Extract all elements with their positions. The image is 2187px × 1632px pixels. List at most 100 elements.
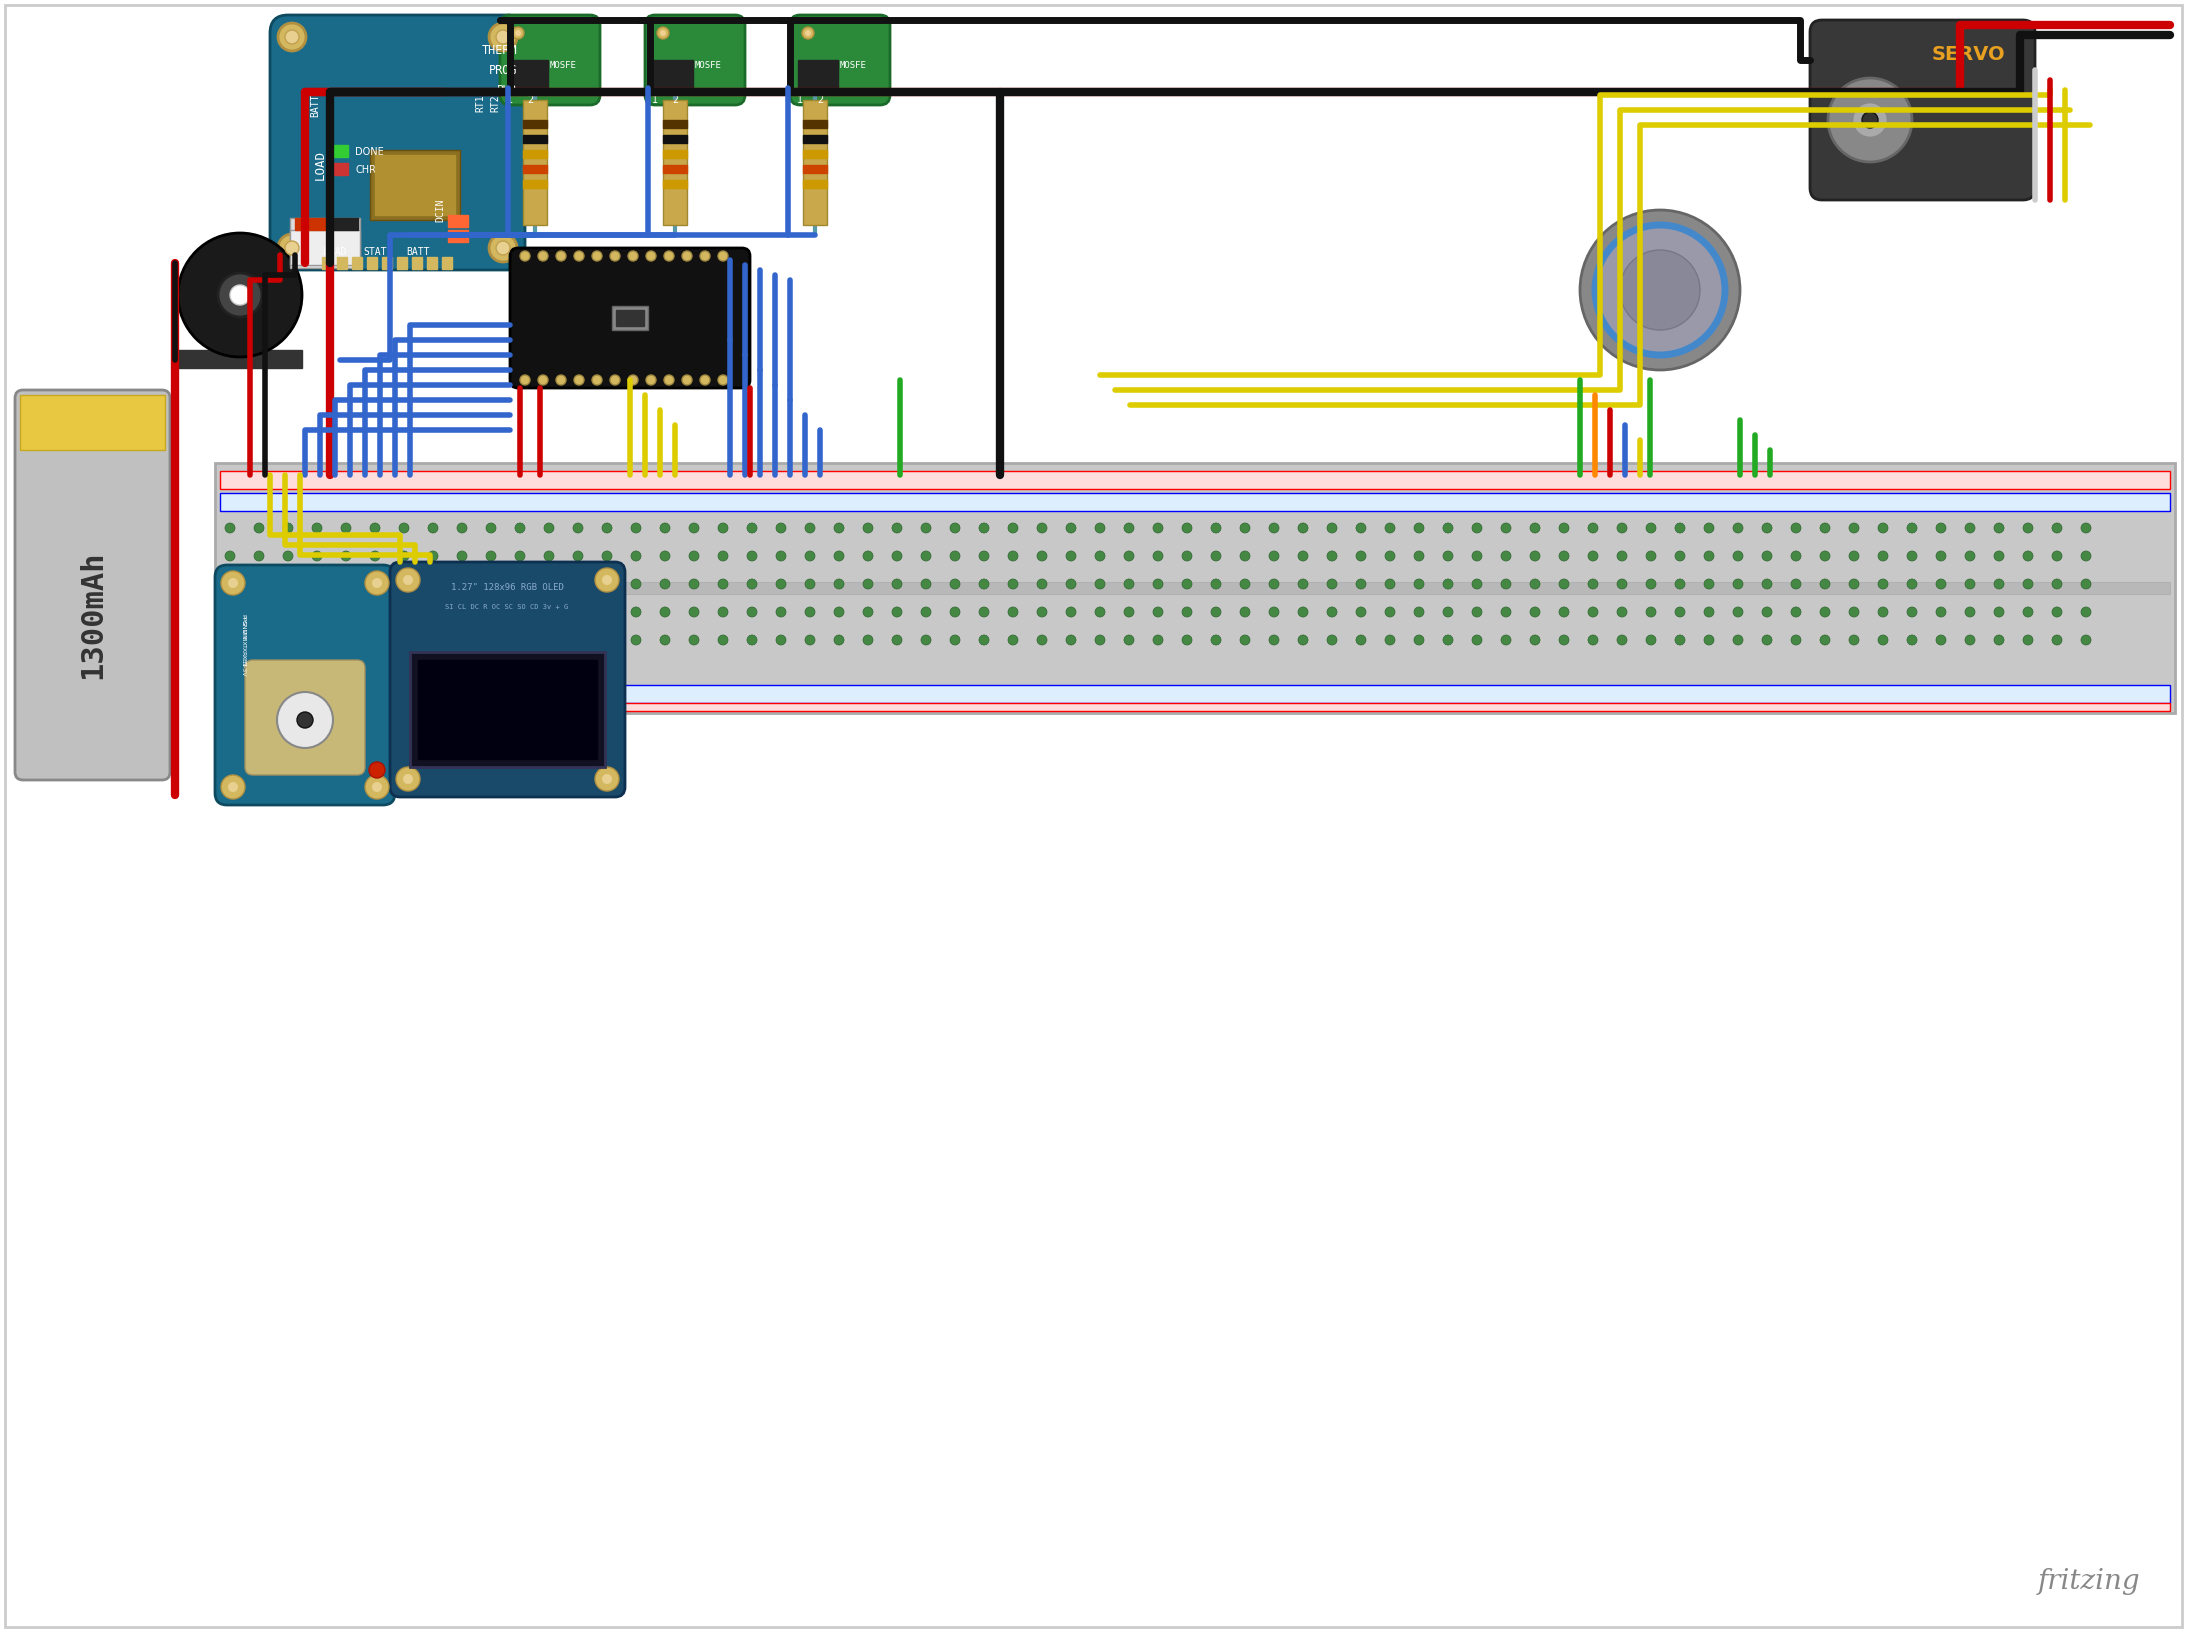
- Circle shape: [514, 635, 525, 645]
- Circle shape: [1964, 522, 1975, 534]
- Circle shape: [805, 607, 816, 617]
- Circle shape: [833, 607, 844, 617]
- Circle shape: [2023, 607, 2034, 617]
- Circle shape: [457, 607, 468, 617]
- Bar: [803, 135, 827, 144]
- Circle shape: [748, 522, 757, 534]
- Circle shape: [1588, 607, 1599, 617]
- Circle shape: [1472, 607, 1483, 617]
- Text: STAT: STAT: [363, 246, 387, 256]
- Circle shape: [689, 552, 700, 561]
- Bar: [221, 703, 2170, 712]
- Circle shape: [1647, 552, 1656, 561]
- Circle shape: [225, 635, 234, 645]
- Circle shape: [1675, 607, 1684, 617]
- Bar: [507, 60, 549, 91]
- Circle shape: [1500, 635, 1511, 645]
- Circle shape: [1531, 552, 1540, 561]
- Circle shape: [628, 375, 639, 385]
- Circle shape: [1732, 579, 1743, 589]
- Circle shape: [1820, 607, 1831, 617]
- Circle shape: [227, 782, 238, 792]
- Circle shape: [573, 635, 584, 645]
- Circle shape: [1732, 607, 1743, 617]
- Circle shape: [402, 574, 413, 584]
- Circle shape: [601, 579, 612, 589]
- Circle shape: [1964, 579, 1975, 589]
- Circle shape: [776, 635, 785, 645]
- Circle shape: [1763, 635, 1771, 645]
- Circle shape: [921, 522, 932, 534]
- Circle shape: [486, 522, 496, 534]
- Bar: [214, 463, 2176, 713]
- Circle shape: [1065, 607, 1076, 617]
- Text: DCIN: DCIN: [435, 197, 444, 222]
- Circle shape: [521, 375, 529, 385]
- Circle shape: [892, 552, 901, 561]
- Circle shape: [1356, 522, 1367, 534]
- Circle shape: [1443, 522, 1452, 534]
- Circle shape: [833, 522, 844, 534]
- Circle shape: [1879, 635, 1887, 645]
- Circle shape: [1647, 635, 1656, 645]
- Circle shape: [1848, 552, 1859, 561]
- Circle shape: [1704, 635, 1715, 645]
- Circle shape: [1559, 552, 1568, 561]
- Bar: [221, 493, 2170, 511]
- Bar: [221, 685, 2170, 703]
- Circle shape: [457, 522, 468, 534]
- Bar: [398, 256, 407, 269]
- Circle shape: [1268, 635, 1279, 645]
- Circle shape: [1065, 522, 1076, 534]
- Text: 1: 1: [652, 95, 658, 104]
- Text: Ultimate GPS: Ultimate GPS: [276, 823, 335, 832]
- Circle shape: [1240, 522, 1251, 534]
- Circle shape: [514, 579, 525, 589]
- Circle shape: [573, 251, 584, 261]
- Circle shape: [1443, 635, 1452, 645]
- Circle shape: [457, 552, 468, 561]
- Circle shape: [284, 29, 300, 44]
- Circle shape: [313, 552, 321, 561]
- Circle shape: [1579, 211, 1741, 370]
- Text: RT2: RT2: [490, 95, 501, 113]
- Circle shape: [864, 522, 873, 534]
- Circle shape: [429, 552, 437, 561]
- Circle shape: [521, 251, 529, 261]
- Circle shape: [1384, 552, 1395, 561]
- Circle shape: [632, 522, 641, 534]
- Circle shape: [1616, 522, 1627, 534]
- Text: THERM: THERM: [481, 44, 516, 57]
- Circle shape: [980, 552, 989, 561]
- Circle shape: [1240, 607, 1251, 617]
- Bar: [321, 256, 332, 269]
- Bar: [221, 583, 2170, 594]
- Circle shape: [864, 635, 873, 645]
- Circle shape: [1500, 522, 1511, 534]
- Text: RT1: RT1: [475, 95, 486, 113]
- Circle shape: [1995, 552, 2003, 561]
- Circle shape: [1879, 607, 1887, 617]
- Circle shape: [1328, 552, 1336, 561]
- Circle shape: [1616, 635, 1627, 645]
- Circle shape: [514, 607, 525, 617]
- Circle shape: [1008, 522, 1017, 534]
- Circle shape: [632, 635, 641, 645]
- Circle shape: [545, 552, 553, 561]
- Circle shape: [1124, 522, 1135, 534]
- Circle shape: [545, 579, 553, 589]
- Text: SI CL DC R OC SC SO CD 3v + G: SI CL DC R OC SC SO CD 3v + G: [446, 604, 569, 610]
- Circle shape: [538, 251, 549, 261]
- Circle shape: [805, 29, 811, 36]
- Circle shape: [1995, 522, 2003, 534]
- Bar: [612, 307, 647, 330]
- Bar: [663, 100, 687, 225]
- Bar: [291, 219, 361, 268]
- Circle shape: [1415, 552, 1424, 561]
- Circle shape: [1008, 552, 1017, 561]
- Bar: [523, 165, 547, 173]
- Circle shape: [1791, 635, 1802, 645]
- Text: 1: 1: [507, 95, 514, 104]
- Circle shape: [949, 607, 960, 617]
- Circle shape: [1037, 635, 1048, 645]
